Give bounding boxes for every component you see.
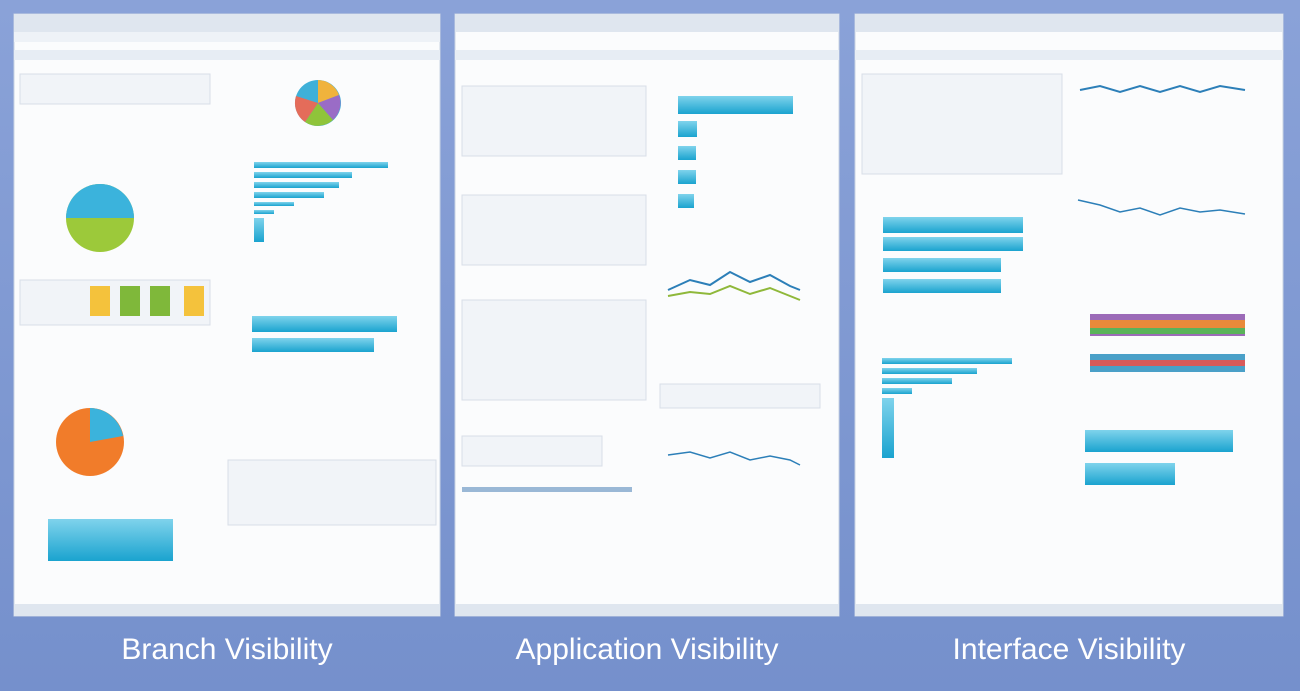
interface-panel [854,13,1284,617]
panel-caption: Interface Visibility [953,633,1186,666]
application-panel [454,13,840,617]
panel-caption: Application Visibility [516,633,779,666]
branch-panel [13,13,441,617]
panel-caption: Branch Visibility [121,633,332,666]
